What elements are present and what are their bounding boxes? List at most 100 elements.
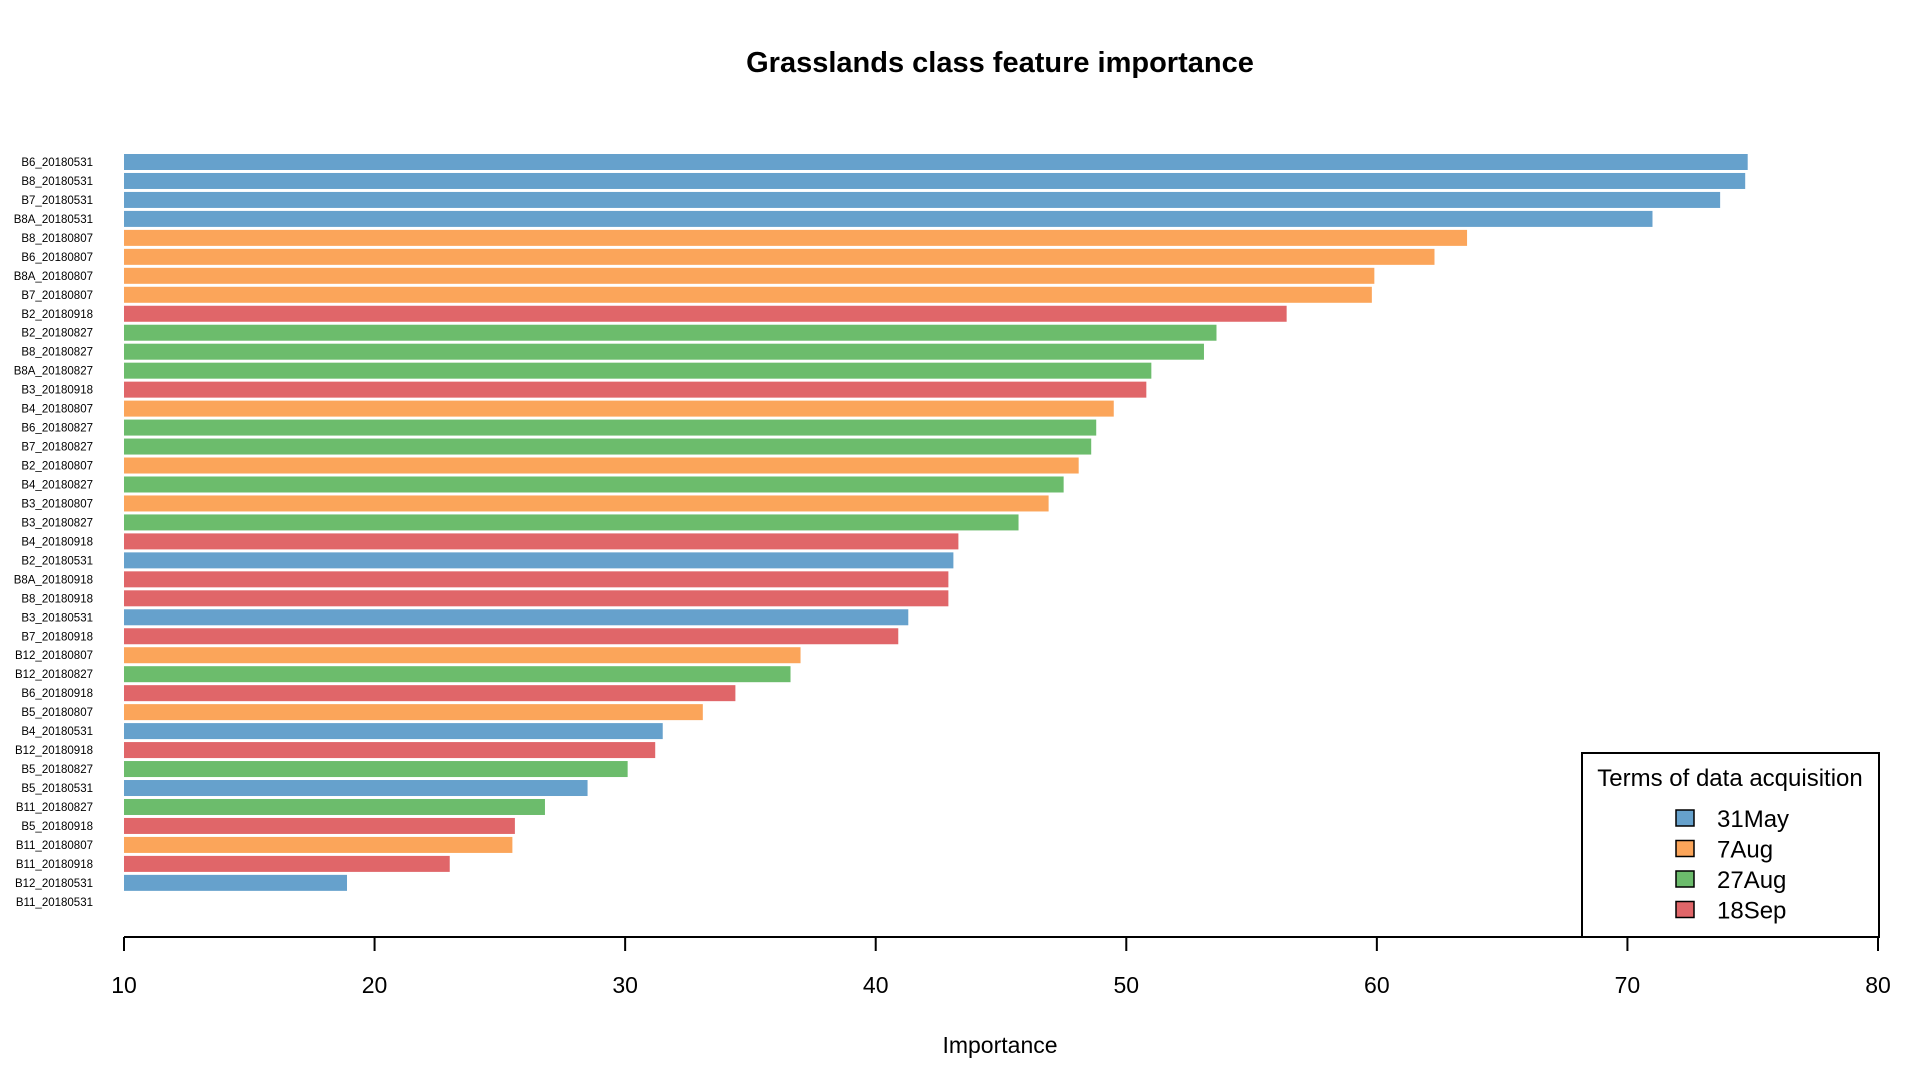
- legend-label: 7Aug: [1717, 837, 1773, 864]
- category-label: B4_20180807: [21, 404, 93, 416]
- category-label: B7_20180827: [21, 442, 93, 454]
- category-label: B5_20180531: [21, 783, 93, 795]
- legend: Terms of data acquisition 31May 7Aug 27Aug…: [1581, 752, 1880, 938]
- category-label: B12_20180918: [15, 745, 93, 757]
- bar-b5_20180531: [124, 780, 588, 797]
- category-label: B3_20180531: [21, 612, 93, 624]
- category-label: B4_20180918: [21, 536, 93, 548]
- category-label: B2_20180827: [21, 328, 93, 340]
- bar-b4_20180827: [124, 476, 1064, 493]
- bar-b12_20180827: [124, 666, 791, 683]
- x-axis: 10 20 30 40 50 60 70 80: [111, 936, 1891, 998]
- legend-swatch-31may: [1675, 809, 1695, 827]
- category-label: B8_20180827: [21, 347, 93, 359]
- bar-b4_20180918: [124, 533, 959, 550]
- bar-b8_20180918: [124, 590, 949, 607]
- category-label: B7_20180531: [21, 195, 93, 207]
- category-label: B6_20180827: [21, 423, 93, 435]
- x-tick-label: 80: [1865, 972, 1891, 998]
- category-label: B8A_20180807: [14, 271, 93, 283]
- x-tick-label: 70: [1615, 972, 1641, 998]
- category-label: B8_20180531: [21, 176, 93, 188]
- bar-b3_20180531: [124, 609, 909, 626]
- category-label: B11_20180807: [16, 840, 93, 852]
- legend-title: Terms of data acquisition: [1597, 765, 1862, 792]
- bar-b3_20180807: [124, 495, 1049, 512]
- x-tick-label: 40: [863, 972, 889, 998]
- bar-b7_20180531: [124, 191, 1721, 208]
- legend-swatch-7aug: [1675, 839, 1695, 858]
- category-label: B12_20180807: [15, 650, 93, 662]
- category-label: B8A_20180918: [14, 574, 93, 586]
- x-tick-label: 30: [612, 972, 638, 998]
- bar-b7_20180807: [124, 286, 1372, 303]
- legend-label: 31May: [1717, 806, 1789, 833]
- bar-b11_20180827: [124, 798, 545, 815]
- x-tick-label: 50: [1113, 972, 1139, 998]
- x-tick-label: 60: [1364, 972, 1390, 998]
- category-label: B8_20180807: [21, 233, 93, 245]
- legend-box: [1581, 752, 1880, 938]
- bar-b2_20180531: [124, 552, 954, 569]
- bar-b3_20180918: [124, 381, 1147, 398]
- category-label: B2_20180531: [21, 555, 93, 567]
- category-label: B11_20180531: [16, 897, 93, 909]
- category-label: B8A_20180531: [14, 214, 93, 226]
- bar-b7_20180827: [124, 438, 1092, 455]
- bar-b5_20180827: [124, 761, 628, 778]
- x-axis-title: Importance: [942, 1032, 1057, 1058]
- category-label: B7_20180807: [21, 290, 93, 302]
- bar-b7_20180918: [124, 628, 899, 645]
- bar-b8a_20180531: [124, 210, 1653, 227]
- legend-label: 27Aug: [1717, 867, 1786, 894]
- bar-b2_20180918: [124, 305, 1287, 322]
- bar-b12_20180531: [124, 874, 348, 891]
- bar-b5_20180807: [124, 704, 703, 721]
- category-label: B3_20180918: [21, 385, 93, 397]
- category-label: B4_20180827: [21, 479, 93, 491]
- bar-b8a_20180827: [124, 362, 1152, 379]
- category-label: B3_20180827: [21, 517, 93, 529]
- chart-title: Grasslands class feature importance: [746, 47, 1254, 79]
- category-label: B6_20180531: [21, 157, 93, 169]
- category-label: B11_20180918: [16, 859, 93, 871]
- bar-b8_20180807: [124, 229, 1468, 246]
- bar-b6_20180918: [124, 685, 736, 702]
- legend-swatch-18sep: [1675, 900, 1695, 919]
- bar-b6_20180827: [124, 419, 1097, 436]
- category-label: B12_20180531: [15, 878, 93, 890]
- category-label: B5_20180807: [21, 707, 93, 719]
- bar-b12_20180807: [124, 647, 801, 664]
- category-label: B6_20180807: [21, 252, 93, 264]
- legend-swatch-27aug: [1675, 870, 1695, 888]
- bar-b3_20180827: [124, 514, 1019, 531]
- legend-label: 18Sep: [1717, 898, 1786, 925]
- bar-b12_20180918: [124, 742, 656, 759]
- bar-b4_20180807: [124, 400, 1114, 417]
- legend-items: 31May 7Aug 27Aug 18Sep: [1675, 806, 1789, 925]
- category-label: B8_20180918: [21, 593, 93, 605]
- bar-b8_20180531: [124, 172, 1746, 189]
- x-tick-label: 10: [111, 972, 137, 998]
- category-label: B5_20180918: [21, 821, 93, 833]
- bar-b5_20180918: [124, 817, 515, 834]
- category-label: B2_20180918: [21, 309, 93, 321]
- category-label: B11_20180827: [16, 802, 93, 814]
- bar-b11_20180918: [124, 855, 450, 872]
- category-label: B4_20180531: [21, 726, 93, 738]
- bar-b8a_20180918: [124, 571, 949, 588]
- bar-b8_20180827: [124, 343, 1204, 360]
- category-label: B7_20180918: [21, 631, 93, 643]
- x-tick-label: 20: [362, 972, 388, 998]
- category-label: B3_20180807: [21, 498, 93, 510]
- category-label: B2_20180807: [21, 461, 93, 473]
- category-label: B8A_20180827: [14, 366, 93, 378]
- bar-b4_20180531: [124, 723, 663, 740]
- bar-b6_20180807: [124, 248, 1435, 265]
- bar-b2_20180827: [124, 324, 1217, 341]
- category-labels-group: B6_20180531 B8_20180531 B7_20180531 B8A_201…: [14, 157, 93, 909]
- bar-b6_20180531: [124, 154, 1748, 170]
- category-label: B6_20180918: [21, 688, 93, 700]
- category-label: B12_20180827: [15, 669, 93, 681]
